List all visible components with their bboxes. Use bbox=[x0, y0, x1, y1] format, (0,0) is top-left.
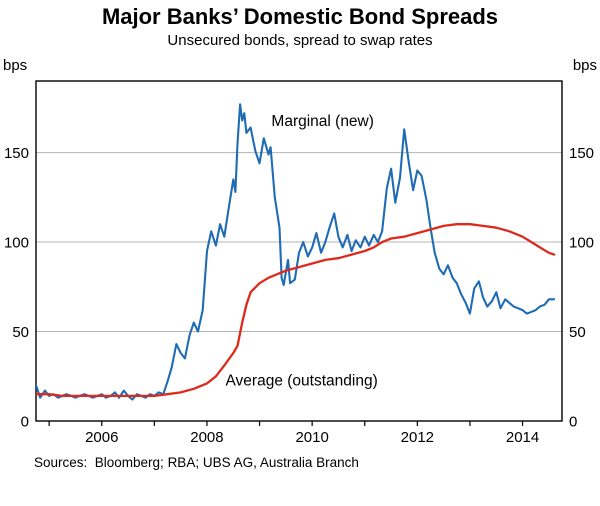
y-axis-label-left-150: 150 bbox=[4, 145, 29, 162]
y-axis-label-right-150: 150 bbox=[569, 145, 594, 162]
series-annotation-1: Average (outstanding) bbox=[226, 373, 378, 390]
series-annotation-0: Marginal (new) bbox=[271, 113, 374, 130]
chart-subtitle: Unsecured bonds, spread to swap rates bbox=[167, 32, 433, 50]
y-axis-label-left-100: 100 bbox=[4, 235, 29, 252]
y-axis-label-left-50: 50 bbox=[12, 324, 29, 341]
series-line-1 bbox=[36, 223, 556, 398]
y-axis-label-right-0: 0 bbox=[569, 414, 577, 431]
y-unit-left: bps bbox=[3, 57, 27, 74]
y-axis-label-right-100: 100 bbox=[569, 235, 594, 252]
x-axis-label-2012: 2012 bbox=[401, 429, 434, 446]
y-axis-label-left-0: 0 bbox=[21, 414, 29, 431]
series-line-0 bbox=[36, 103, 556, 401]
y-axis-label-right-50: 50 bbox=[569, 324, 586, 341]
chart-title: Major Banks’ Domestic Bond Spreads bbox=[101, 4, 499, 29]
x-axis-label-2014: 2014 bbox=[506, 429, 539, 446]
y-unit-right: bps bbox=[573, 57, 597, 74]
chart-canvas: 0 0 50 50 100 100 150 150 2006 2008 2010 2012 2014 bp… bbox=[3, 57, 597, 446]
x-axis-label-2006: 2006 bbox=[85, 429, 118, 446]
source-note: Sources: Bloomberg; RBA; UBS AG, Austral… bbox=[34, 455, 359, 471]
plot-border bbox=[35, 80, 563, 422]
chart-area: 0 0 50 50 100 100 150 150 2006 2008 2010 2012 2014 bp… bbox=[0, 51, 600, 455]
x-axis-label-2010: 2010 bbox=[295, 429, 328, 446]
x-axis-label-2008: 2008 bbox=[190, 429, 223, 446]
